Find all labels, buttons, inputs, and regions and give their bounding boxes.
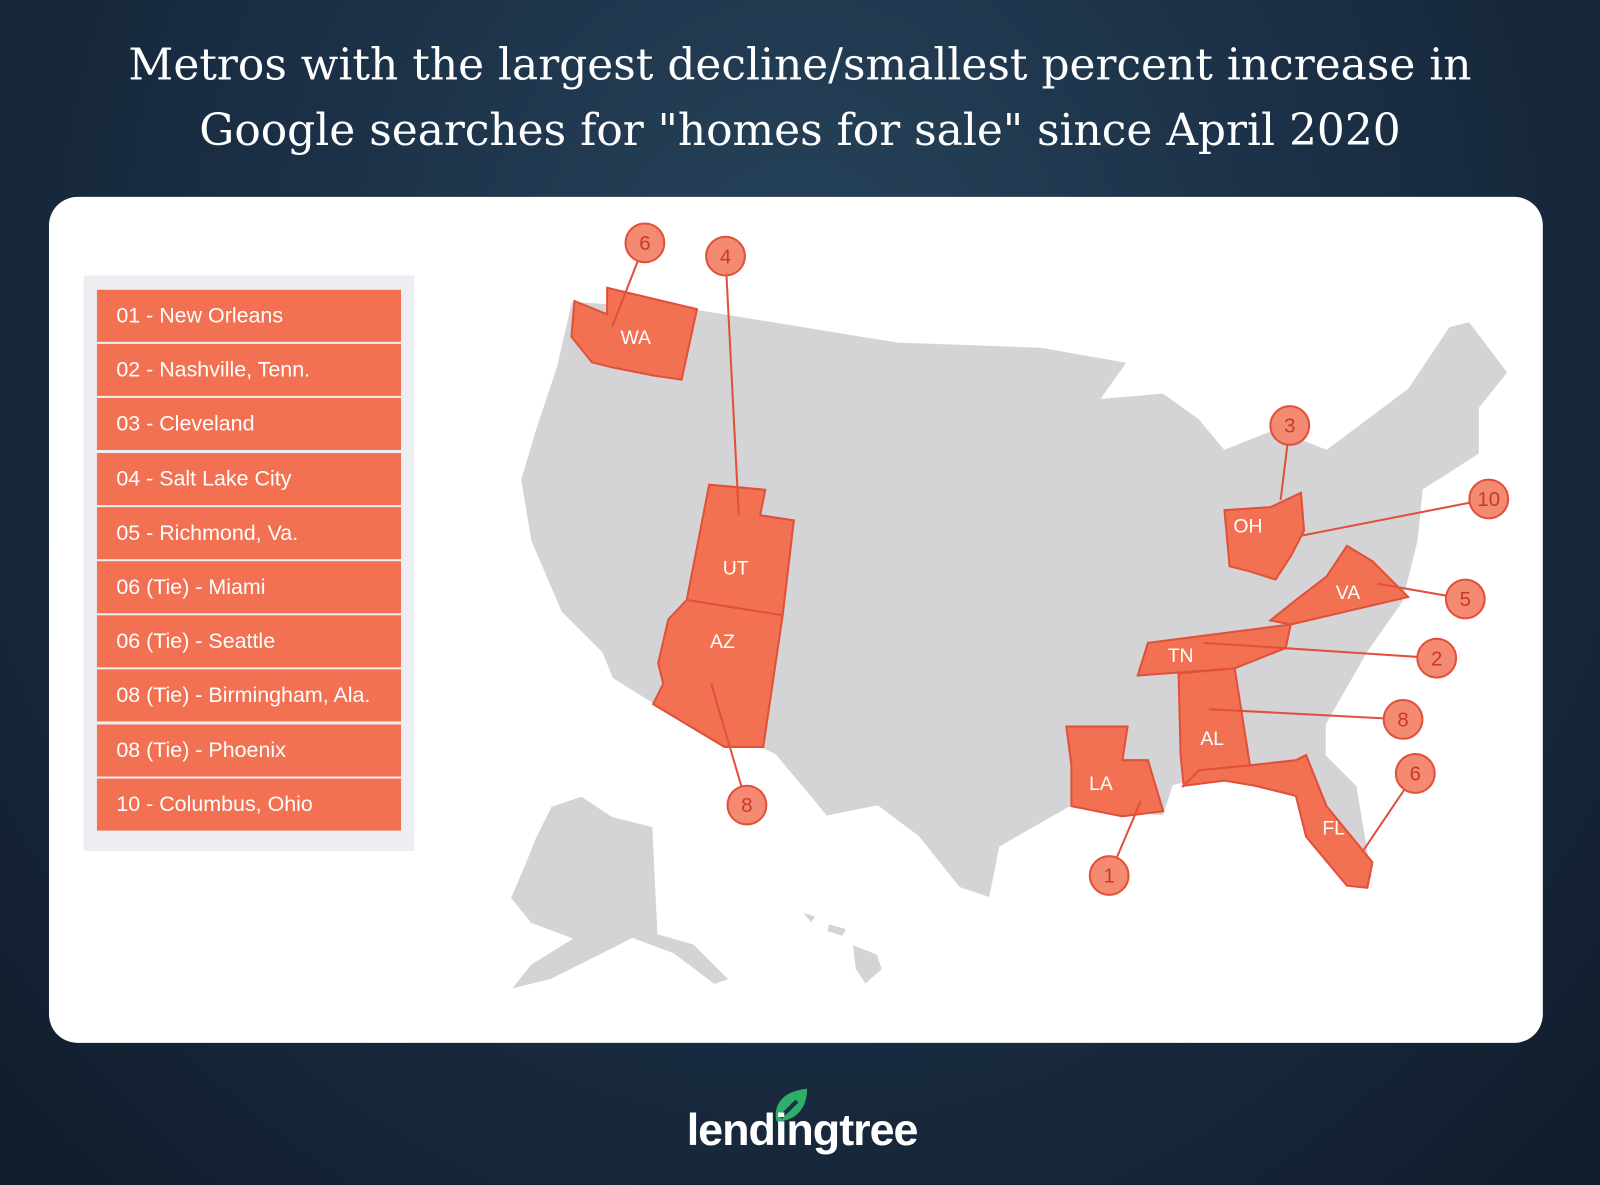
callout-line <box>1300 497 1489 537</box>
callout-circle <box>624 222 666 264</box>
callout-circle <box>1382 698 1424 740</box>
ranking-item: 04 - Salt Lake City <box>96 452 402 505</box>
callout-circle <box>1394 753 1436 794</box>
ranking-item: 01 - New Orleans <box>96 289 402 342</box>
title-line-2: Google searches for "homes for sale" sin… <box>199 105 1401 157</box>
ranking-item: 05 - Richmond, Va. <box>96 506 402 559</box>
callout-circle <box>1468 478 1510 520</box>
title-line-1: Metros with the largest decline/smallest… <box>128 39 1472 91</box>
state-la <box>1065 725 1165 818</box>
callout-line <box>1209 708 1404 721</box>
logo-text: lendingtree <box>686 1105 919 1156</box>
ranking-item: 02 - Nashville, Tenn. <box>96 344 402 397</box>
callout-circle <box>1416 637 1458 679</box>
hawaii <box>851 942 884 986</box>
ranking-item: 08 (Tie) - Birmingham, Ala. <box>96 669 402 722</box>
callout-rank: 2 <box>1431 648 1442 670</box>
callout-rank: 10 <box>1477 489 1500 511</box>
state-va <box>1268 544 1411 626</box>
hawaii-3 <box>825 922 849 938</box>
hawaii-2 <box>798 909 818 925</box>
ranking-item: 03 - Cleveland <box>96 398 402 451</box>
lendingtree-logo: lendingtree <box>687 1087 922 1158</box>
callout-rank: 4 <box>720 246 731 268</box>
callout-circle <box>705 235 746 277</box>
callout-rank: 6 <box>639 233 650 255</box>
state-oh <box>1223 491 1306 581</box>
alaska <box>508 795 732 992</box>
state-label-az: AZ <box>710 631 735 653</box>
state-tn <box>1136 623 1293 677</box>
callout-line <box>710 683 748 806</box>
state-label-va: VA <box>1336 582 1360 604</box>
ranking-item: 06 (Tie) - Miami <box>96 561 402 614</box>
callout-rank: 1 <box>1104 866 1115 888</box>
state-label-la: LA <box>1089 773 1113 795</box>
state-wa <box>570 286 699 381</box>
callout-line <box>1204 641 1437 660</box>
callout-circle <box>1444 578 1486 620</box>
state-fl <box>1180 753 1374 889</box>
callout-line <box>724 256 740 516</box>
ranking-item: 10 - Columbus, Ohio <box>96 778 402 831</box>
callout-circle <box>1269 405 1311 446</box>
page-title: Metros with the largest decline/smallest… <box>0 33 1600 164</box>
state-label-al: AL <box>1200 728 1224 750</box>
callout-rank: 8 <box>741 795 752 817</box>
state-label-wa: WA <box>620 327 651 349</box>
callout-circle <box>1088 855 1130 896</box>
leaf-icon <box>775 1088 808 1122</box>
ranking-list: 01 - New Orleans 02 - Nashville, Tenn. 03 … <box>83 275 415 852</box>
callout-rank: 5 <box>1460 589 1471 611</box>
state-label-fl: FL <box>1322 818 1345 840</box>
state-label-ut: UT <box>723 557 749 579</box>
state-az <box>651 598 784 748</box>
state-label-oh: OH <box>1233 516 1262 538</box>
ranking-item: 06 (Tie) - Seattle <box>96 615 402 668</box>
state-label-tn: TN <box>1168 645 1194 667</box>
ranking-item: 08 (Tie) - Phoenix <box>96 724 402 777</box>
callout-rank: 6 <box>1410 764 1421 786</box>
callout-circle <box>726 784 768 826</box>
callout-rank: 8 <box>1397 710 1408 732</box>
callout-rank: 3 <box>1284 416 1295 438</box>
